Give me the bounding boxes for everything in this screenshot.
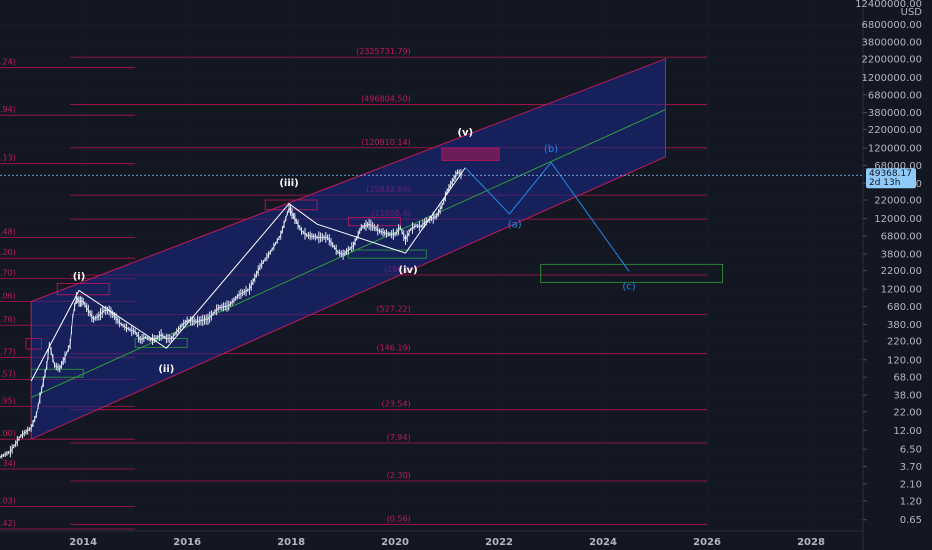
projection-path[interactable] — [464, 161, 630, 272]
price-tick-label: 220.00 — [887, 337, 922, 348]
price-tick-label: 6.50 — [900, 445, 922, 456]
time-tick-label: 2022 — [485, 537, 513, 548]
zone-resistance[interactable] — [25, 338, 42, 350]
last-price-tag-bg — [866, 168, 916, 189]
price-tick-label: 2200000.00 — [862, 54, 922, 65]
price-tick-label: 3800.00 — [881, 249, 922, 260]
price-axis-currency: USD — [901, 7, 923, 18]
time-axis[interactable]: 2014 2016 2018 2020 2022 2024 2026 2028 — [0, 530, 863, 548]
price-tick-label: 22000.00 — [874, 196, 922, 207]
fib-level-label: (0.56) — [387, 514, 411, 523]
fib-level-label: (120910.14) — [361, 138, 411, 147]
wave-label: (v) — [457, 128, 473, 139]
left-fib-level-label: .03) — [0, 497, 16, 506]
wave-path-line[interactable] — [30, 167, 466, 382]
time-tick-label: 2014 — [69, 537, 97, 548]
left-fib-level-label: .76) — [0, 315, 16, 324]
zone-resistance[interactable] — [56, 282, 110, 296]
fib-level-label: (146.19) — [376, 344, 410, 353]
fib-level-label: (2.30) — [387, 471, 411, 480]
price-tick-label: 68000.00 — [874, 161, 922, 172]
price-tick-label: 380.00 — [887, 320, 922, 331]
price-tick-label: 3.70 — [900, 462, 922, 473]
time-tick-label: 2026 — [693, 537, 721, 548]
fib-level-label: (496804.50) — [361, 94, 411, 103]
projection-label: (c) — [622, 282, 635, 293]
channel-border[interactable] — [30, 58, 666, 440]
price-tick-label: 0.65 — [900, 515, 922, 526]
zone-resistance[interactable] — [264, 199, 318, 211]
fib-level-label: (2325731.79) — [356, 47, 411, 56]
fib-level-label: (23.54) — [382, 400, 411, 409]
time-tick-label: 2028 — [797, 537, 825, 548]
left-fib-level-label: .94) — [0, 105, 16, 114]
price-tick-label: 1200000.00 — [862, 73, 922, 84]
price-tick-label: 2200.00 — [881, 266, 922, 277]
price-tick-label: 220000.00 — [868, 125, 922, 136]
price-tick-label: 2.10 — [900, 479, 922, 490]
price-tick-label: 1200.00 — [881, 285, 922, 296]
price-tick-label: 120.00 — [887, 355, 922, 366]
left-fib-level-label: .77) — [0, 347, 16, 356]
price-tick-label: 680.00 — [887, 302, 922, 313]
left-fib-level-label: .48) — [0, 227, 16, 236]
last-price-value: 49368.17 — [869, 169, 912, 179]
last-price-tag: 49368.17 2d 13h — [0, 168, 916, 189]
price-series — [0, 169, 463, 459]
price-tick-label: 1.20 — [900, 496, 922, 507]
price-line — [0, 171, 463, 458]
left-fib-level-label: .34) — [0, 459, 16, 468]
price-tick-label: 12000.00 — [874, 214, 922, 225]
wave-path[interactable] — [30, 167, 466, 382]
time-tick-label: 2020 — [381, 537, 409, 548]
zone-resistance_filled[interactable] — [441, 147, 500, 161]
wave-label: (ii) — [158, 364, 174, 375]
price-tick-label: 6800.00 — [881, 232, 922, 243]
price-tick-label: 6800000.00 — [862, 20, 922, 31]
price-tick-label: 38.00 — [893, 391, 922, 402]
zones[interactable] — [25, 147, 724, 378]
price-tick-label: 680000.00 — [868, 90, 922, 101]
fib-level-label: (527.22) — [376, 304, 410, 313]
projection-path-line[interactable] — [464, 161, 630, 272]
zone-support[interactable] — [30, 368, 84, 378]
price-tick-label: 12.00 — [893, 426, 922, 437]
price-tick-label: 22.00 — [893, 407, 922, 418]
time-tick-label: 2024 — [589, 537, 617, 548]
left-fib-level-label: .95) — [0, 397, 16, 406]
time-tick-label: 2018 — [277, 537, 305, 548]
left-fib-level-label: .70) — [0, 269, 16, 278]
price-tick-label: 3800000.00 — [862, 38, 922, 49]
left-fib-level-label: .06) — [0, 292, 16, 301]
left-fib-level-label: .57) — [0, 370, 16, 379]
price-tick-label: 68.00 — [893, 373, 922, 384]
zone-support[interactable] — [540, 263, 724, 283]
price-tick-label: 120000.00 — [868, 144, 922, 155]
left-fib-level-label: .13) — [0, 154, 16, 163]
projection-label: (b) — [544, 144, 558, 155]
wave-label: (i) — [73, 271, 86, 282]
left-fib-level-label: .24) — [0, 58, 16, 67]
left-fib-level-label: .20) — [0, 248, 16, 257]
projection-label: (a) — [508, 219, 522, 230]
left-fib-level-label: .00) — [0, 429, 16, 438]
price-axis-top-label: 12400000.00 — [855, 0, 922, 10]
fib-level-label: (7.94) — [387, 433, 411, 442]
time-tick-label: 2016 — [173, 537, 201, 548]
price-tick-label: 380000.00 — [868, 108, 922, 119]
left-fib-level-label: .42) — [0, 519, 16, 528]
wave-label: (iv) — [399, 265, 418, 276]
wave-label: (iii) — [279, 178, 298, 189]
wave-labels: (i) (ii) (iii) (iv) (v) (a) (b) (c) — [73, 128, 636, 376]
last-price-countdown: 2d 13h — [869, 178, 900, 188]
